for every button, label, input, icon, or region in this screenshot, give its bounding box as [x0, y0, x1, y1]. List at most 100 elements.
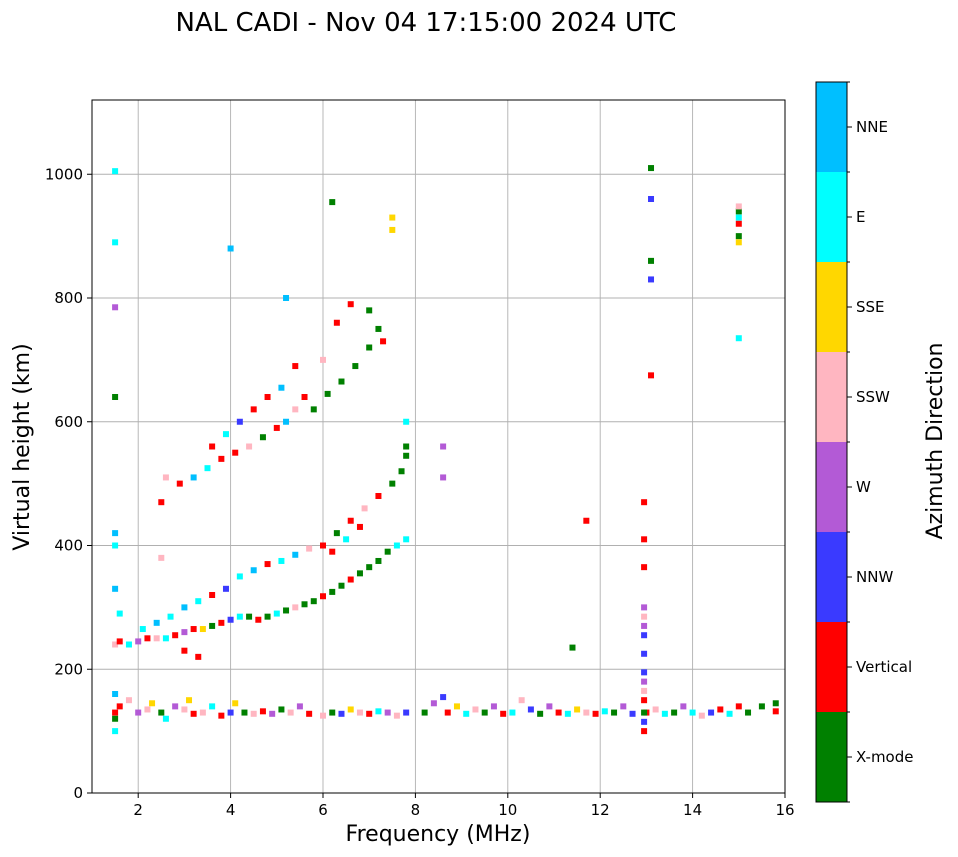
echo-point	[320, 356, 326, 363]
echo-point	[583, 517, 590, 524]
colorbar-segment	[816, 712, 847, 802]
plot-frame	[91, 99, 786, 794]
x-tick-label: 6	[318, 801, 328, 819]
colorbar-segment	[816, 442, 847, 532]
echo-point	[236, 418, 243, 425]
echo-point	[283, 607, 290, 614]
echo-point	[641, 687, 648, 694]
colorbar-label: SSW	[856, 388, 890, 406]
grid	[92, 100, 786, 794]
colorbar-label: SSE	[856, 298, 885, 316]
echo-point	[172, 632, 179, 639]
echo-point	[112, 585, 119, 592]
echo-point	[204, 465, 211, 472]
echo-point	[641, 564, 648, 571]
echo-point	[641, 536, 648, 543]
echo-point	[144, 635, 151, 642]
chart-title: NAL CADI - Nov 04 17:15:00 2024 UTC	[176, 8, 677, 38]
echo-point	[139, 626, 146, 633]
echo-point	[389, 480, 396, 487]
echo-point	[236, 613, 243, 620]
echo-point	[176, 480, 183, 487]
echo-point	[527, 706, 534, 713]
echo-point	[306, 710, 313, 717]
echo-point	[641, 622, 648, 629]
colorbar-label: Vertical	[856, 658, 912, 676]
data-points	[112, 165, 779, 735]
echo-point	[641, 718, 648, 725]
echo-point	[648, 257, 655, 264]
echo-point	[167, 613, 174, 620]
echo-point	[135, 638, 142, 645]
echo-point	[366, 307, 373, 314]
echo-point	[222, 585, 229, 592]
echo-point	[333, 530, 340, 537]
echo-point	[195, 653, 202, 660]
echo-point	[343, 536, 350, 543]
echo-point	[269, 710, 276, 717]
echo-point	[689, 709, 696, 716]
echo-point	[347, 576, 354, 583]
y-tick-label: 200	[54, 660, 83, 678]
echo-point	[246, 443, 253, 450]
echo-point	[574, 706, 581, 713]
echo-point	[333, 319, 340, 326]
echo-point	[287, 709, 294, 716]
echo-point	[356, 709, 363, 716]
echo-point	[629, 710, 636, 717]
echo-point	[384, 548, 391, 555]
echo-point	[735, 220, 742, 227]
echo-point	[112, 715, 119, 722]
echo-point	[463, 710, 470, 717]
echo-point	[186, 697, 193, 704]
echo-point	[181, 647, 188, 654]
echo-point	[393, 542, 400, 549]
echo-point	[301, 394, 308, 400]
echo-point	[472, 706, 479, 713]
echo-point	[421, 709, 428, 716]
echo-point	[301, 601, 308, 608]
echo-point	[440, 694, 447, 701]
echo-point	[158, 499, 165, 506]
echo-point	[227, 709, 234, 716]
echo-point	[403, 443, 410, 450]
y-tick-label: 1000	[45, 165, 83, 183]
echo-point	[735, 239, 742, 246]
echo-point	[278, 557, 285, 564]
echo-point	[116, 703, 123, 710]
echo-point	[172, 703, 179, 710]
echo-point	[648, 372, 655, 379]
echo-point	[199, 626, 206, 633]
echo-point	[772, 708, 779, 715]
echo-point	[264, 613, 271, 620]
colorbar-segment	[816, 82, 847, 172]
echo-point	[583, 709, 590, 716]
x-tick-label: 8	[411, 801, 421, 819]
echo-point	[292, 363, 299, 370]
echo-point	[125, 697, 132, 704]
echo-point	[393, 712, 400, 719]
y-tick-label: 0	[73, 784, 83, 802]
echo-point	[648, 196, 655, 202]
echo-point	[509, 709, 516, 716]
colorbar: X-mode Vertical NNW W SSW SSE E NNE	[815, 81, 913, 803]
echo-point	[190, 474, 197, 481]
echo-point	[384, 709, 391, 716]
echo-point	[338, 378, 345, 385]
echo-point	[199, 709, 206, 716]
x-tick-label: 12	[591, 801, 610, 819]
echo-point	[329, 548, 336, 555]
echo-point	[708, 709, 715, 716]
x-tick-label: 4	[226, 801, 236, 819]
echo-point	[641, 499, 648, 506]
echo-point	[320, 712, 326, 719]
echo-point	[592, 710, 599, 717]
echo-point	[246, 613, 253, 620]
echo-point	[380, 338, 387, 345]
echo-point	[641, 669, 648, 676]
echo-point	[218, 619, 225, 626]
echo-point	[347, 301, 354, 308]
echo-point	[569, 644, 576, 651]
echo-point	[283, 295, 290, 301]
echo-point	[112, 728, 119, 735]
